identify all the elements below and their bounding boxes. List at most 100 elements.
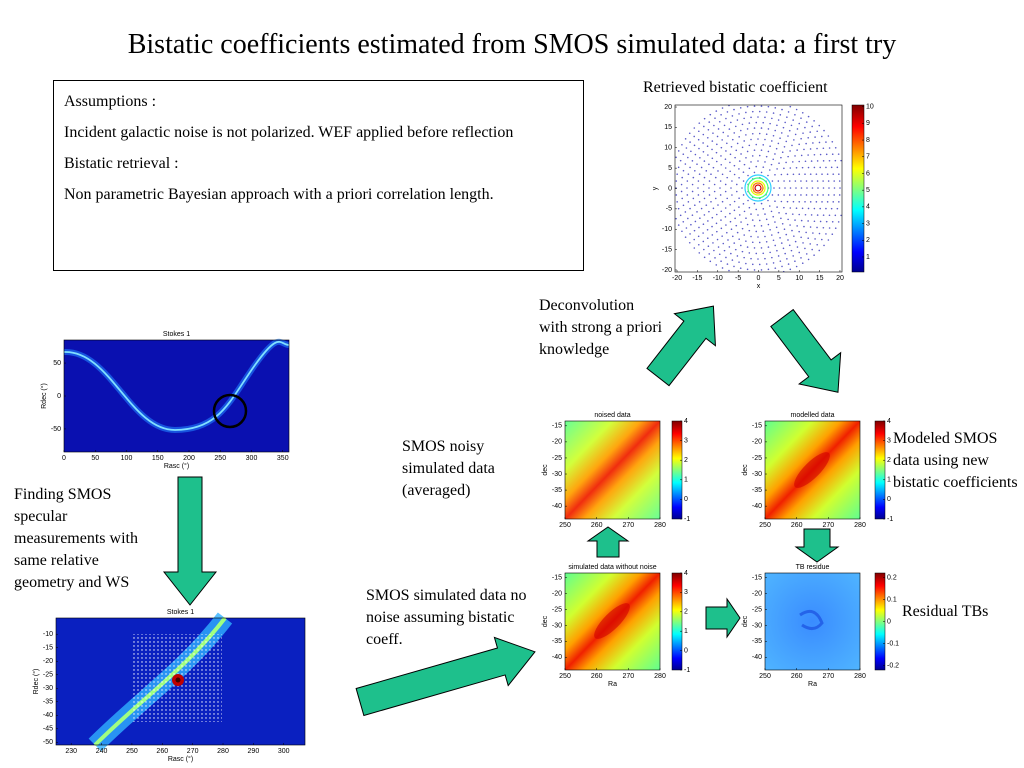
y-tick-label: -40 xyxy=(43,712,53,719)
sample-dot xyxy=(820,238,823,241)
sample-dot xyxy=(735,103,737,105)
sample-dot xyxy=(813,254,815,256)
sample-dot xyxy=(819,207,821,210)
x-tick-label: -10 xyxy=(713,275,723,282)
sample-dot xyxy=(750,138,752,141)
sample-dot xyxy=(743,256,745,259)
sample-dot xyxy=(760,225,763,227)
sample-dot xyxy=(692,197,695,200)
sample-dot xyxy=(765,218,768,221)
sample-dot xyxy=(813,207,816,210)
x-tick-label: 270 xyxy=(822,673,834,680)
sample-dot xyxy=(767,128,770,130)
sample-dot xyxy=(703,248,705,251)
sample-dot xyxy=(789,268,792,271)
sample-dot xyxy=(804,213,807,216)
sample-dot xyxy=(834,147,837,149)
sample-dot xyxy=(777,142,780,145)
sample-dot xyxy=(716,135,719,138)
sample-dot xyxy=(812,142,814,144)
heatmap-core xyxy=(594,603,630,639)
x-tick-label: 0 xyxy=(757,275,761,282)
sample-dot xyxy=(733,108,735,111)
sample-dot xyxy=(767,105,770,108)
assumption-line: Incident galactic noise is not polarized… xyxy=(64,124,514,141)
sample-dot xyxy=(840,214,842,217)
sample-dot xyxy=(708,210,710,213)
sample-dot xyxy=(746,150,749,153)
sample-dot xyxy=(750,213,752,215)
sample-dot xyxy=(718,253,721,256)
sample-dot xyxy=(826,173,829,175)
sample-dot xyxy=(781,108,783,111)
colorbar-tick-label: 3 xyxy=(684,589,688,596)
sample-dot xyxy=(697,243,700,246)
sample-dot xyxy=(725,224,727,226)
sample-dot xyxy=(742,101,744,103)
sample-dot xyxy=(794,155,796,157)
sample-dot xyxy=(800,137,802,140)
axes-frame xyxy=(674,104,843,273)
axes-frame xyxy=(764,420,861,520)
sample-dot xyxy=(774,107,777,109)
sample-dot xyxy=(742,273,744,275)
sample-dot xyxy=(777,180,780,182)
sample-dot xyxy=(778,211,780,214)
sample-dot xyxy=(800,117,802,119)
sample-dot xyxy=(785,233,788,236)
sample-dot xyxy=(811,187,814,189)
sample-dot xyxy=(810,160,813,162)
sample-dot xyxy=(729,212,731,215)
sample-dot xyxy=(703,125,705,128)
sample-dot xyxy=(726,142,728,145)
x-tick-label: 50 xyxy=(91,455,99,462)
colorbar-tick-label: -1 xyxy=(887,516,893,523)
sample-dot xyxy=(762,275,764,277)
sample-dot xyxy=(679,159,682,162)
sample-dot xyxy=(800,236,802,239)
sample-dot xyxy=(721,267,724,269)
sample-dot xyxy=(717,204,719,206)
sample-dot xyxy=(783,194,785,196)
sample-dot xyxy=(777,119,780,121)
colorbar-tick-label: -1 xyxy=(684,516,690,523)
x-tick-label: 0 xyxy=(62,455,66,462)
sample-dot xyxy=(698,226,700,229)
sample-dot xyxy=(716,230,718,233)
sample-dot xyxy=(762,166,765,168)
sample-dot xyxy=(717,246,720,248)
sample-dot xyxy=(791,213,794,215)
sample-dot xyxy=(709,260,712,263)
sample-dot xyxy=(675,217,677,220)
sample-dot xyxy=(686,194,689,196)
x-tick-label: 280 xyxy=(654,673,666,680)
sample-dot xyxy=(822,160,825,162)
sample-dot xyxy=(825,141,827,143)
y-tick-label: -15 xyxy=(752,423,762,430)
sample-dot xyxy=(757,160,759,162)
sample-dot xyxy=(844,180,846,182)
sample-dot xyxy=(694,153,697,156)
sample-dot xyxy=(746,246,749,248)
sample-dot xyxy=(734,156,736,159)
assumptions-box: Assumptions : Incident galactic noise is… xyxy=(53,80,584,271)
sample-dot xyxy=(736,119,739,121)
sample-dot xyxy=(670,198,672,200)
assumption-line: Non parametric Bayesian approach with a … xyxy=(64,186,494,203)
sample-dot xyxy=(702,223,705,226)
sample-dot xyxy=(708,194,711,196)
x-tick-label: 270 xyxy=(622,522,634,529)
sample-dot xyxy=(782,247,785,250)
sample-dot xyxy=(840,159,842,162)
arrow xyxy=(162,476,218,606)
sample-dot xyxy=(702,190,705,193)
sample-dot xyxy=(816,147,818,150)
x-tick-label: -15 xyxy=(692,275,702,282)
y-tick-label: -30 xyxy=(752,622,762,629)
sample-dot xyxy=(735,224,738,227)
sample-dot xyxy=(698,122,701,124)
sample-dot xyxy=(738,168,740,170)
sample-dot xyxy=(823,129,825,132)
sample-dot xyxy=(790,124,793,127)
sample-dot xyxy=(698,147,700,150)
